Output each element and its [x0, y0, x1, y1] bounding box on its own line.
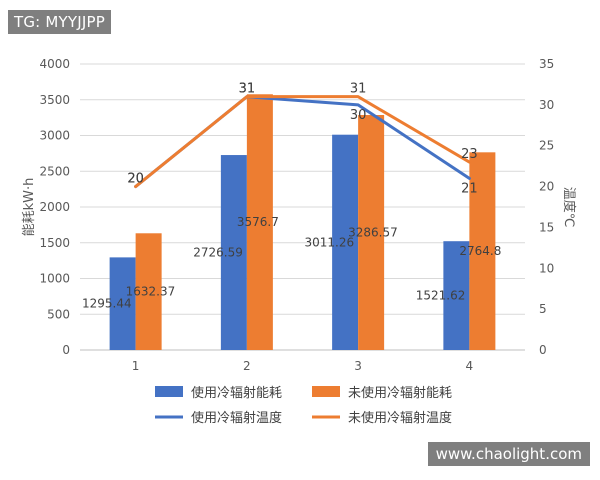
y-tick-label: 2000 — [39, 200, 70, 214]
watermark-bottom-right: www.chaolight.com — [427, 442, 590, 466]
y2-tick-label: 20 — [539, 180, 554, 194]
y2-tick-label: 30 — [539, 98, 554, 112]
data-labels: 1295.44 2726.59 3011.26 1521.62 1632.37 3576.… — [82, 82, 501, 311]
legend-label: 使用冷辐射温度 — [191, 410, 282, 426]
bar — [220, 155, 247, 350]
y-tick-label: 1500 — [39, 236, 70, 250]
bar — [109, 257, 136, 350]
bar — [246, 94, 273, 350]
x-tick-label: 2 — [243, 359, 251, 373]
line-value-label: 20 — [127, 172, 144, 187]
bars — [109, 94, 496, 350]
series-line — [134, 95, 471, 189]
y-tick-label: 500 — [47, 307, 70, 321]
bar-value-label: 3011.26 — [305, 235, 355, 249]
legend-label: 未使用冷辐射温度 — [348, 410, 452, 426]
bar — [135, 233, 162, 350]
legend-swatch — [312, 386, 340, 397]
y-axis-title: 能耗kW·h — [22, 178, 37, 237]
y2-tick-label: 0 — [539, 343, 547, 357]
bar-value-label: 2764.8 — [459, 244, 501, 258]
x-tick-label: 1 — [132, 359, 140, 373]
legend-swatch — [155, 386, 183, 397]
watermark-top-left: TG: MYYJJPP — [8, 10, 112, 34]
bar-value-label: 1521.62 — [416, 289, 466, 303]
y2-tick-label: 5 — [539, 302, 547, 316]
y-tick-label: 2500 — [39, 164, 70, 178]
line-value-label: 31 — [239, 82, 256, 97]
bar — [443, 241, 470, 350]
bar — [332, 134, 359, 350]
y-tick-label: 3000 — [39, 129, 70, 143]
bar-value-label: 3286.57 — [348, 226, 398, 240]
bar — [358, 115, 385, 350]
line-value-label: 20 — [127, 172, 144, 187]
bar-value-label: 2726.59 — [193, 246, 243, 260]
x-tick-label: 3 — [354, 359, 362, 373]
series-line — [134, 95, 471, 189]
y2-axis-title: 温度℃ — [561, 187, 577, 228]
bar — [469, 152, 496, 350]
y-tick-label: 4000 — [39, 57, 70, 71]
lines — [134, 95, 471, 189]
line-value-label: 31 — [350, 82, 367, 97]
x-tick-label: 4 — [466, 359, 474, 373]
line-value-label: 21 — [461, 181, 478, 196]
line-value-label: 23 — [461, 147, 478, 162]
line-value-label: 31 — [239, 82, 256, 97]
legend-label: 未使用冷辐射能耗 — [348, 385, 452, 401]
bar-value-label: 1295.44 — [82, 297, 132, 311]
bar-value-label: 1632.37 — [126, 285, 176, 299]
bar-value-label: 3576.7 — [237, 215, 279, 229]
line-value-label: 30 — [350, 108, 367, 123]
y-tick-label: 0 — [62, 343, 70, 357]
y-tick-label: 3500 — [39, 93, 70, 107]
legend-label: 使用冷辐射能耗 — [191, 385, 282, 401]
y2-tick-label: 15 — [539, 220, 554, 234]
y-tick-label: 1000 — [39, 272, 70, 286]
y2-tick-label: 35 — [539, 57, 554, 71]
y2-tick-label: 10 — [539, 261, 554, 275]
y2-tick-label: 25 — [539, 139, 554, 153]
